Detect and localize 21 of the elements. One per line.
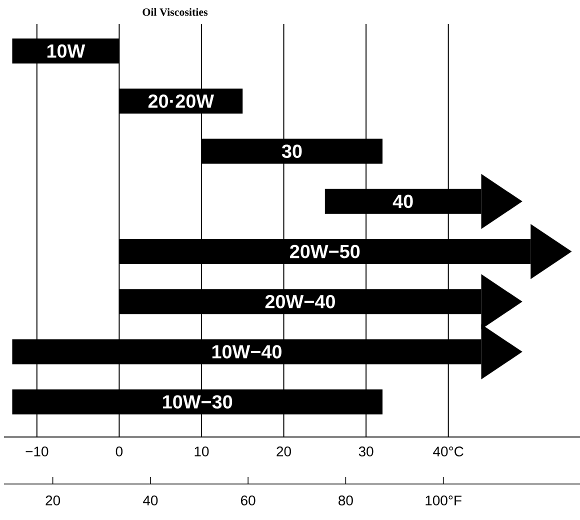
x2-tick-label: 60 bbox=[241, 496, 256, 506]
x-tick-label: 30 bbox=[358, 446, 374, 456]
chart-title: Oil Viscosities bbox=[142, 8, 208, 16]
annotation: 10W−40 bbox=[212, 345, 282, 358]
x2-tick-label: 80 bbox=[338, 496, 353, 506]
annotation: 40 bbox=[392, 194, 413, 208]
x2-tick-label: 40 bbox=[142, 496, 158, 506]
bar bbox=[201, 138, 383, 164]
x-tick-label: 40°C bbox=[433, 446, 464, 456]
annotation: 20W−50 bbox=[290, 244, 360, 258]
annotation: 10W bbox=[47, 44, 86, 58]
annotation: 30 bbox=[282, 144, 302, 158]
x-tick-label: 10 bbox=[194, 446, 209, 456]
x2-tick-label: 100°F bbox=[426, 496, 462, 506]
annotation: 10W−30 bbox=[163, 395, 232, 409]
x-tick-label: −10 bbox=[26, 446, 48, 456]
x-tick-label: 0 bbox=[116, 446, 123, 456]
annotation: 20W−40 bbox=[265, 294, 335, 308]
x2-tick-label: 20 bbox=[46, 496, 60, 506]
annotation: 20·20W bbox=[148, 94, 214, 108]
x-tick-label: 20 bbox=[276, 446, 291, 456]
